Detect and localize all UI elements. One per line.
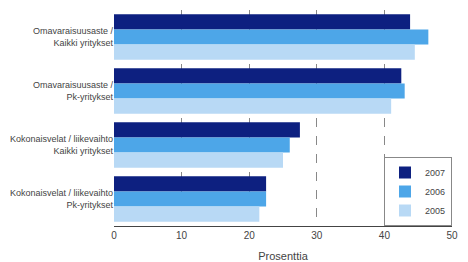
svg-text:20: 20 bbox=[244, 230, 256, 241]
svg-text:50: 50 bbox=[446, 230, 458, 241]
svg-text:Omavaraisuusaste /Kaikki yrity: Omavaraisuusaste /Kaikki yritykset bbox=[33, 26, 114, 48]
svg-text:10: 10 bbox=[176, 230, 188, 241]
svg-text:2006: 2006 bbox=[425, 187, 445, 197]
svg-text:0: 0 bbox=[111, 230, 117, 241]
svg-text:Kokonaisvelat / liikevaihtoPk-: Kokonaisvelat / liikevaihtoPk-yritykset bbox=[10, 188, 114, 210]
svg-text:2007: 2007 bbox=[425, 168, 445, 178]
svg-text:Kokonaisvelat / liikevaihtoKai: Kokonaisvelat / liikevaihtoKaikki yrityk… bbox=[10, 134, 114, 156]
svg-text:Omavaraisuusaste /Pk-yritykset: Omavaraisuusaste /Pk-yritykset bbox=[33, 80, 114, 102]
svg-text:40: 40 bbox=[379, 230, 391, 241]
svg-text:30: 30 bbox=[311, 230, 323, 241]
svg-text:2005: 2005 bbox=[425, 206, 445, 216]
svg-text:Prosenttia: Prosenttia bbox=[258, 250, 308, 262]
